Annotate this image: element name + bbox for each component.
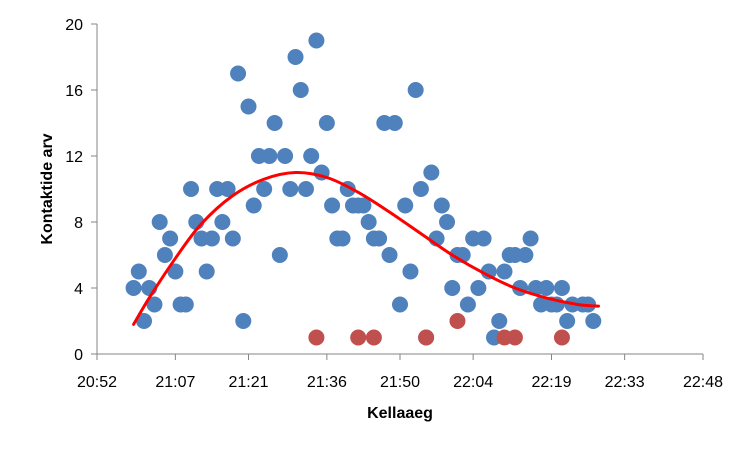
data-point xyxy=(350,329,367,346)
x-tick-label: 22:19 xyxy=(531,374,571,391)
trend-line xyxy=(132,170,600,326)
scatter-series-1 xyxy=(125,32,602,346)
data-point xyxy=(308,329,325,346)
data-point xyxy=(585,313,602,329)
data-point xyxy=(203,230,220,247)
data-point xyxy=(407,82,424,98)
data-point xyxy=(506,329,523,346)
data-point xyxy=(318,115,335,131)
data-point xyxy=(439,214,456,230)
y-tick-label: 4 xyxy=(74,281,83,298)
y-tick-label: 16 xyxy=(65,83,83,100)
data-point xyxy=(517,247,534,263)
data-point xyxy=(146,296,163,313)
y-tick-label: 20 xyxy=(65,17,83,34)
data-point xyxy=(219,181,236,197)
data-point xyxy=(287,49,304,65)
x-axis-ticks: 20:52 21:07 21:21 21:36 21:50 22:04 22:19 22:33… xyxy=(77,354,723,391)
data-point xyxy=(167,263,184,280)
data-point xyxy=(156,247,173,263)
y-tick-label: 12 xyxy=(65,149,83,166)
data-point xyxy=(162,230,179,247)
data-point xyxy=(214,214,231,230)
data-point xyxy=(277,148,294,164)
data-point xyxy=(360,214,377,230)
data-point xyxy=(475,230,492,247)
data-point xyxy=(449,313,466,329)
x-tick-label: 20:52 xyxy=(77,374,117,391)
data-point xyxy=(282,181,299,197)
data-point xyxy=(386,115,403,131)
data-point xyxy=(177,296,194,313)
data-point xyxy=(480,263,497,280)
data-point xyxy=(397,197,414,214)
data-point xyxy=(308,32,325,49)
data-point xyxy=(355,197,372,214)
series-layer xyxy=(125,32,602,346)
x-tick-label: 21:21 xyxy=(228,374,268,391)
x-tick-label: 22:48 xyxy=(683,374,723,391)
data-point xyxy=(412,181,429,197)
data-point xyxy=(522,230,539,247)
data-point xyxy=(303,148,320,164)
data-point xyxy=(256,181,273,197)
data-point xyxy=(183,181,200,197)
data-point xyxy=(136,313,153,329)
data-point xyxy=(538,280,555,296)
data-point xyxy=(418,329,435,346)
data-point xyxy=(261,148,278,164)
data-point xyxy=(491,313,508,329)
data-point xyxy=(496,263,513,280)
data-point xyxy=(292,82,309,98)
data-point xyxy=(444,280,461,296)
data-point xyxy=(334,230,351,247)
data-point xyxy=(470,280,487,296)
data-point xyxy=(266,115,283,131)
data-point xyxy=(230,65,247,82)
x-tick-label: 21:36 xyxy=(307,374,347,391)
data-point xyxy=(235,313,252,329)
data-point xyxy=(553,329,570,346)
data-point xyxy=(125,280,142,296)
data-point xyxy=(423,164,440,181)
data-point xyxy=(224,230,241,247)
y-axis-title: Kontaktide arv xyxy=(39,133,56,244)
data-point xyxy=(371,230,388,247)
x-tick-label: 22:04 xyxy=(453,374,493,391)
y-tick-label: 0 xyxy=(74,347,83,364)
data-point xyxy=(297,181,314,197)
data-point xyxy=(559,313,576,329)
data-point xyxy=(459,296,476,313)
data-point xyxy=(553,280,570,296)
data-point xyxy=(402,263,419,280)
data-point xyxy=(130,263,147,280)
x-axis-title: Kellaaeg xyxy=(367,405,433,422)
data-point xyxy=(392,296,408,313)
data-point xyxy=(151,214,168,230)
y-axis-ticks: 0 4 8 12 16 20 xyxy=(65,17,97,364)
data-point xyxy=(240,98,257,115)
x-tick-label: 21:50 xyxy=(380,374,420,391)
x-tick-label: 22:33 xyxy=(605,374,645,391)
y-tick-label: 8 xyxy=(74,215,83,232)
scatter-series-2 xyxy=(308,313,570,346)
data-point xyxy=(365,329,382,346)
data-point xyxy=(245,197,262,214)
data-point xyxy=(381,247,398,263)
data-point xyxy=(433,197,450,214)
x-tick-label: 21:07 xyxy=(155,374,195,391)
data-point xyxy=(324,197,341,214)
data-point xyxy=(198,263,215,280)
data-point xyxy=(271,247,288,263)
